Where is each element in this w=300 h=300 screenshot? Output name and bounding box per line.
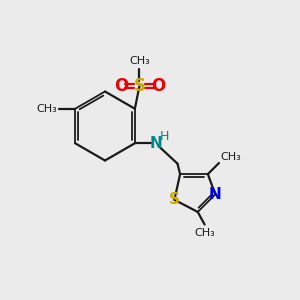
Text: S: S	[134, 77, 146, 95]
Text: CH₃: CH₃	[36, 104, 57, 114]
Text: N: N	[209, 187, 222, 202]
Text: O: O	[151, 77, 165, 95]
Text: O: O	[114, 77, 128, 95]
Text: H: H	[160, 130, 170, 143]
Text: N: N	[149, 136, 162, 151]
Text: CH₃: CH₃	[195, 228, 216, 238]
Text: S: S	[169, 192, 180, 207]
Text: CH₃: CH₃	[220, 152, 241, 161]
Text: CH₃: CH₃	[129, 56, 150, 66]
